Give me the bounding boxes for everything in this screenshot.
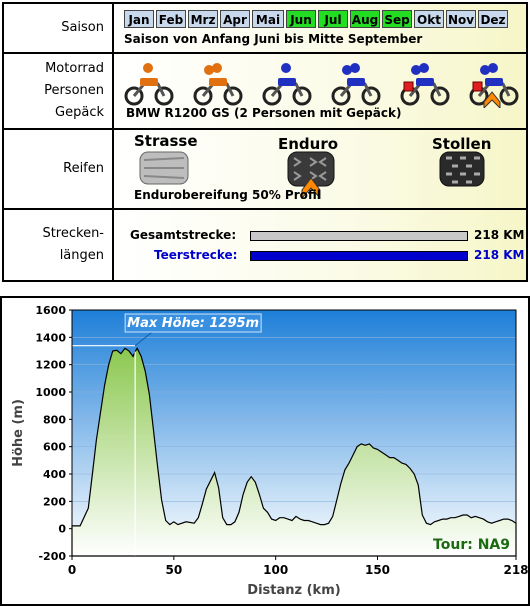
motorrad-label-line: Personen bbox=[44, 83, 104, 98]
month-mrz[interactable]: Mrz bbox=[188, 10, 218, 28]
tire-label-enduro: Enduro bbox=[278, 135, 339, 153]
x-tick-label: 0 bbox=[68, 563, 76, 577]
total-distance-bar bbox=[250, 231, 468, 241]
reifen-text: Endurobereifung 50% Profil bbox=[134, 188, 321, 202]
bike-duo-luggage-icon[interactable] bbox=[400, 63, 450, 106]
month-mai[interactable]: Mai bbox=[252, 10, 284, 28]
tour-info-table: Saison Jan Feb Mrz Apr Mai Jun Jul Aug Sep Okt Nov… bbox=[2, 2, 528, 282]
y-tick-label: 400 bbox=[43, 468, 66, 481]
strecken-label-line: längen bbox=[59, 248, 104, 263]
elevation-chart: Max Höhe: 1295m -20002004006008001000120… bbox=[0, 296, 530, 606]
month-feb[interactable]: Feb bbox=[156, 10, 186, 28]
month-list: Jan Feb Mrz Apr Mai Jun Jul Aug Sep Okt Nov Dez bbox=[124, 10, 508, 28]
total-distance-label: Gesamtstrecke: bbox=[130, 228, 237, 242]
saison-text: Saison von Anfang Juni bis Mitte Septemb… bbox=[124, 32, 423, 46]
x-tick-label: 50 bbox=[165, 563, 182, 577]
y-tick-label: -200 bbox=[38, 550, 66, 563]
strecken-row: Strecken- längen Gesamtstrecke: 218 KM T… bbox=[4, 210, 526, 280]
knobby-tire-icon[interactable] bbox=[439, 151, 485, 187]
bike-solo-blue-icon[interactable] bbox=[262, 63, 312, 106]
month-sep[interactable]: Sep bbox=[382, 10, 412, 28]
strecken-label-line: Strecken- bbox=[42, 226, 104, 241]
y-tick-label: 800 bbox=[43, 413, 66, 426]
month-jul[interactable]: Jul bbox=[318, 10, 348, 28]
plot-border bbox=[71, 309, 517, 557]
y-tick-label: 200 bbox=[43, 495, 66, 508]
tire-selector-icon bbox=[301, 177, 321, 200]
strecken-label: Strecken- längen bbox=[4, 210, 114, 280]
tire-graphics bbox=[139, 151, 485, 200]
reifen-row: Reifen Strasse Enduro Stollen bbox=[4, 130, 526, 210]
elevation-area bbox=[71, 347, 517, 557]
y-tick-label: 0 bbox=[58, 523, 66, 536]
bike-description: BMW R1200 GS (2 Personen mit Gepäck) bbox=[126, 106, 402, 120]
month-jan[interactable]: Jan bbox=[124, 10, 154, 28]
bike-duo-blue-icon[interactable] bbox=[331, 63, 381, 106]
month-dez[interactable]: Dez bbox=[478, 10, 508, 28]
x-tick-label: 100 bbox=[263, 563, 288, 577]
paved-distance-value: 218 KM bbox=[474, 248, 525, 262]
total-distance-value: 218 KM bbox=[474, 228, 525, 242]
x-tick-label: 218 bbox=[503, 563, 528, 577]
month-aug[interactable]: Aug bbox=[350, 10, 380, 28]
street-tire-icon[interactable] bbox=[139, 151, 189, 185]
bike-duo-icon[interactable] bbox=[193, 63, 243, 106]
x-axis-label: Distanz (km) bbox=[247, 583, 340, 598]
motorrad-label-line: Gepäck bbox=[55, 105, 104, 120]
paved-distance-label: Teerstrecke: bbox=[154, 248, 238, 262]
month-nov[interactable]: Nov bbox=[446, 10, 476, 28]
enduro-tire-icon[interactable] bbox=[287, 151, 335, 187]
y-tick-label: 1000 bbox=[35, 386, 66, 399]
bike-options bbox=[124, 63, 519, 108]
y-tick-label: 1200 bbox=[35, 359, 66, 372]
reifen-label: Reifen bbox=[4, 130, 114, 208]
tire-label-strasse: Strasse bbox=[134, 132, 198, 150]
month-okt[interactable]: Okt bbox=[414, 10, 444, 28]
motorrad-label-line: Motorrad bbox=[45, 61, 104, 76]
tire-label-stollen: Stollen bbox=[432, 135, 492, 153]
y-tick-label: 1400 bbox=[35, 331, 66, 344]
motorrad-row: Motorrad Personen Gepäck BMW R1200 GS (2… bbox=[4, 54, 526, 130]
saison-row: Saison Jan Feb Mrz Apr Mai Jun Jul Aug Sep Okt Nov… bbox=[4, 4, 526, 54]
bike-selector-icon bbox=[483, 91, 501, 108]
y-tick-label: 600 bbox=[43, 441, 66, 454]
y-axis-label: Höhe (m) bbox=[11, 399, 26, 467]
saison-label: Saison bbox=[4, 4, 114, 52]
motorrad-label: Motorrad Personen Gepäck bbox=[4, 54, 114, 128]
max-height-marker: Max Höhe: 1295m bbox=[72, 313, 262, 556]
bike-duo-luggage-selected-icon[interactable] bbox=[469, 63, 519, 106]
month-apr[interactable]: Apr bbox=[220, 10, 250, 28]
bike-solo-icon[interactable] bbox=[124, 63, 174, 106]
x-tick-labels: 0 50 100 150 218 bbox=[68, 556, 529, 577]
max-height-label: Max Höhe: 1295m bbox=[127, 316, 259, 331]
month-jun[interactable]: Jun bbox=[286, 10, 316, 28]
y-tick-label: 1600 bbox=[35, 304, 66, 317]
y-tick-labels: -200 0 200 400 600 800 1000 1200 1400 1600 bbox=[35, 304, 72, 563]
x-tick-label: 150 bbox=[365, 563, 390, 577]
tour-legend: Tour: NA9 bbox=[433, 537, 510, 553]
paved-distance-bar bbox=[250, 251, 468, 261]
